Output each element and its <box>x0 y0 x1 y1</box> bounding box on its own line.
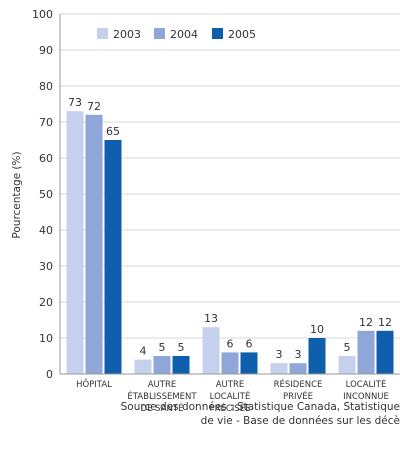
bar-2003-0 <box>66 111 84 374</box>
bar-value-label: 5 <box>344 341 351 354</box>
y-tick-label: 70 <box>39 116 53 129</box>
y-tick-label: 10 <box>39 332 53 345</box>
bar-2004-0 <box>85 114 103 375</box>
y-tick-label: 80 <box>39 80 53 93</box>
legend-label-2004: 2004 <box>170 28 198 41</box>
y-tick-label: 20 <box>39 296 53 309</box>
category-label: ÉTABLISSEMENT <box>127 390 197 402</box>
bar-2003-1 <box>134 359 152 374</box>
bar-value-label: 3 <box>295 348 302 361</box>
legend-label-2005: 2005 <box>228 28 256 41</box>
bar-2005-3 <box>308 338 326 374</box>
bar-2003-4 <box>338 356 356 374</box>
category-label: AUTRE <box>148 380 177 390</box>
y-tick-label: 40 <box>39 224 53 237</box>
bar-2004-2 <box>221 352 239 374</box>
bar-value-label: 65 <box>106 125 120 138</box>
category-label: DE SANTÉ <box>141 402 184 414</box>
category-label: LOCALITÉ <box>346 378 387 390</box>
bar-2005-0 <box>104 140 122 374</box>
source-line-2: de vie - Base de données sur les décè <box>201 415 400 427</box>
category-label: HÔPITAL <box>76 378 112 390</box>
bar-value-label: 12 <box>359 316 373 329</box>
bar-value-label: 10 <box>310 323 324 336</box>
legend-swatch-2005 <box>212 28 223 39</box>
y-tick-label: 90 <box>39 44 53 57</box>
category-label: RÉSIDENCE <box>274 378 323 390</box>
bar-2005-2 <box>240 352 258 374</box>
bar-value-label: 12 <box>378 316 392 329</box>
bar-value-label: 4 <box>140 345 147 358</box>
category-label: PRÉCISÉE <box>210 402 251 414</box>
bar-value-label: 6 <box>246 337 253 350</box>
source-line-1: Source des données : Statistique Canada,… <box>121 401 400 413</box>
bar-value-label: 5 <box>159 341 166 354</box>
y-tick-label: 60 <box>39 152 53 165</box>
bar-value-label: 3 <box>276 348 283 361</box>
category-label: LOCALITÉ <box>210 390 251 402</box>
y-tick-label: 100 <box>32 8 53 21</box>
y-axis-label: Pourcentage (%) <box>11 151 23 238</box>
bar-2004-1 <box>153 356 171 374</box>
bar-2004-3 <box>289 363 307 374</box>
y-tick-label: 0 <box>46 368 53 381</box>
bar-value-label: 5 <box>178 341 185 354</box>
bar-2005-1 <box>172 356 190 374</box>
bar-2005-4 <box>376 330 394 374</box>
bar-value-label: 13 <box>204 312 218 325</box>
y-tick-label: 30 <box>39 260 53 273</box>
legend-swatch-2004 <box>154 28 165 39</box>
legend-label-2003: 2003 <box>113 28 141 41</box>
category-label: AUTRE <box>216 380 245 390</box>
category-label: INCONNUE <box>343 392 389 402</box>
bar-value-label: 6 <box>227 337 234 350</box>
bar-value-label: 72 <box>87 100 101 113</box>
legend-swatch-2003 <box>97 28 108 39</box>
y-tick-label: 50 <box>39 188 53 201</box>
y-axis-ticks: 0 10 20 30 40 50 60 70 80 90 100 <box>32 8 53 381</box>
category-label: PRIVÉE <box>283 390 313 402</box>
bar-value-label: 73 <box>68 96 82 109</box>
bar-2003-2 <box>202 327 220 374</box>
bar-2004-4 <box>357 330 375 374</box>
bar-2003-3 <box>270 363 288 374</box>
legend: 2003 2004 2005 <box>97 28 256 41</box>
